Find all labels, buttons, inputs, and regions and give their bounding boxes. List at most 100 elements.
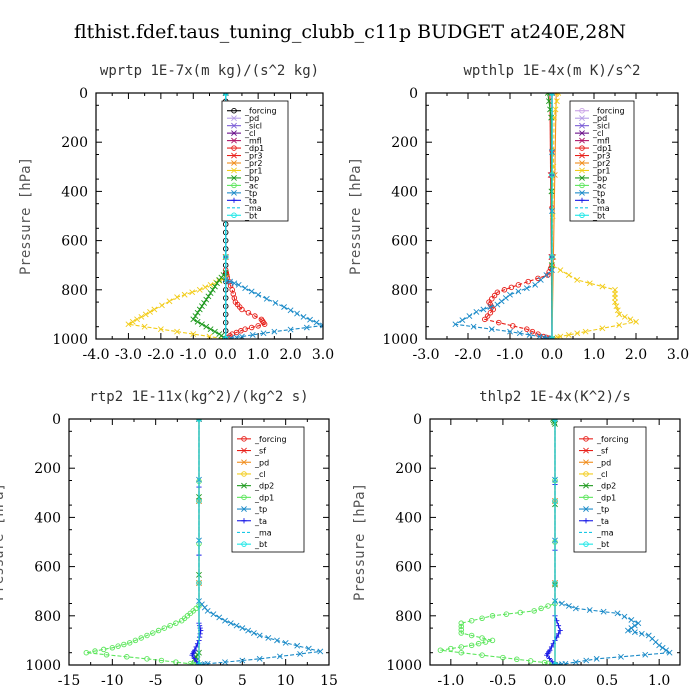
legend-marker-point <box>583 494 589 501</box>
series-dp1-point <box>144 632 150 639</box>
plot-frame <box>68 418 330 666</box>
y-tick-label: 200 <box>391 135 418 151</box>
series-dp1-point <box>484 313 491 319</box>
series-tp-point <box>281 304 288 310</box>
series-tp-point <box>532 281 539 288</box>
series-bp-point <box>207 326 214 333</box>
legend-label: _pd <box>254 458 269 467</box>
y-axis-label: Pressure [hPa] <box>352 483 368 601</box>
series-pr1-point <box>616 322 623 328</box>
series-bp-point <box>546 98 552 105</box>
legend-item: _ma <box>227 204 262 213</box>
series-dp1-point <box>545 603 551 609</box>
legend-label: _bt <box>592 211 605 220</box>
series-tp-point <box>201 661 208 665</box>
series-tp-point <box>227 620 234 627</box>
series-group <box>437 419 673 665</box>
series-dp1-point <box>92 648 98 654</box>
series-pr1-point <box>599 283 606 290</box>
series-bp-point <box>205 293 212 300</box>
chart-panel-1: wprtp 1E-7x(m kg)/(s^2 kg) Pressure [hPa]… <box>18 63 334 363</box>
series-tp-point <box>600 608 607 615</box>
x-tick-label: 3.0 <box>312 347 334 363</box>
series-tp-point <box>470 323 477 330</box>
plot-frame <box>425 92 679 340</box>
x-tick-label: 1.0 <box>583 347 605 363</box>
legend-label: _dp1 <box>244 144 264 153</box>
series-ta-point <box>555 623 562 629</box>
series-tp-point <box>516 330 523 337</box>
series-dp1-point <box>503 611 510 617</box>
series-dp1-point <box>510 323 516 329</box>
series-pr1-point <box>599 325 606 332</box>
series-dp1-point <box>525 278 531 285</box>
x-tick-label: 1.0 <box>247 347 269 363</box>
series-ta-point <box>544 652 550 658</box>
series-dp1-point <box>458 626 465 633</box>
series-dp1-point <box>479 635 485 641</box>
y-tick-label: 800 <box>395 609 422 625</box>
legend-label: _pd <box>592 114 607 123</box>
series-dp1-point <box>132 637 139 644</box>
series-dp1-point <box>468 642 475 649</box>
series-tp-point <box>256 655 263 662</box>
legend-item: _tp <box>575 189 605 198</box>
series-tp-point <box>250 630 257 636</box>
legend-item: _pd <box>227 114 259 123</box>
series-bp-point <box>548 188 555 195</box>
x-tick-label: 15 <box>320 673 338 689</box>
legend-item: _pr1 <box>575 166 610 175</box>
series-ta-point <box>197 625 203 631</box>
series-tp-point <box>621 613 628 620</box>
series-pr1-point <box>574 277 581 283</box>
legend-marker-point <box>231 212 237 219</box>
series-tp-point <box>248 288 255 295</box>
series-dp1-point <box>545 272 551 278</box>
series-tp-point <box>487 304 494 310</box>
legend-marker-point <box>241 518 247 524</box>
legend-marker-point <box>579 137 585 144</box>
series-dp1-point <box>496 319 502 326</box>
x-tick-label: 0.0 <box>215 347 237 363</box>
legend-label: _ma <box>596 528 614 537</box>
x-tick-label: -2.0 <box>147 347 174 363</box>
series-tp-point <box>583 657 590 664</box>
series-tp-point <box>313 319 320 326</box>
series-dp1-point <box>501 287 508 293</box>
series-tp-point <box>242 285 249 292</box>
series-tp-point <box>204 660 211 665</box>
series-tp-point <box>452 321 459 328</box>
series-dp1-point <box>508 284 515 291</box>
series-tp-point <box>494 301 501 308</box>
series-dp1-point <box>83 649 90 656</box>
y-tick-label: 200 <box>61 135 88 151</box>
legend-label: _bp <box>244 174 259 183</box>
legend-item: _cl <box>579 470 608 479</box>
chart-title: thlp2 1E-4x(K^2)/s <box>479 389 631 405</box>
legend-item: _tp <box>579 505 609 514</box>
chart-panel-3: rtp2 1E-11x(kg^2)/(kg^2 s) Pressure [hPa]… <box>0 389 338 689</box>
series-dp1-point <box>187 661 194 665</box>
y-tick-label: 600 <box>391 234 418 250</box>
legend-box <box>573 426 647 553</box>
legend-marker-point <box>579 152 585 159</box>
series-dp1-point <box>124 654 130 660</box>
series-tp <box>452 93 555 339</box>
series-tp-point <box>624 627 631 634</box>
legend-label: _pr1 <box>592 166 610 175</box>
legend-label: _cl <box>592 129 604 138</box>
legend-marker-point <box>231 175 237 181</box>
series-tp-point <box>204 607 211 614</box>
series-bp-point <box>203 323 210 330</box>
x-tick-label: 0.0 <box>544 673 566 689</box>
series-pr1-point <box>190 331 197 337</box>
legend-label: _sicl <box>592 122 610 131</box>
legend-marker-point <box>583 541 589 547</box>
series-dp1-line <box>440 419 556 665</box>
x-tick-label: 1.0 <box>648 673 670 689</box>
y-tick-label: 600 <box>61 234 88 250</box>
legend-item: _dp1 <box>227 144 264 153</box>
series-dp1-point <box>448 645 454 652</box>
y-tick-label: 400 <box>34 510 61 526</box>
panels: wprtp 1E-7x(m kg)/(s^2 kg) Pressure [hPa]… <box>0 63 689 689</box>
